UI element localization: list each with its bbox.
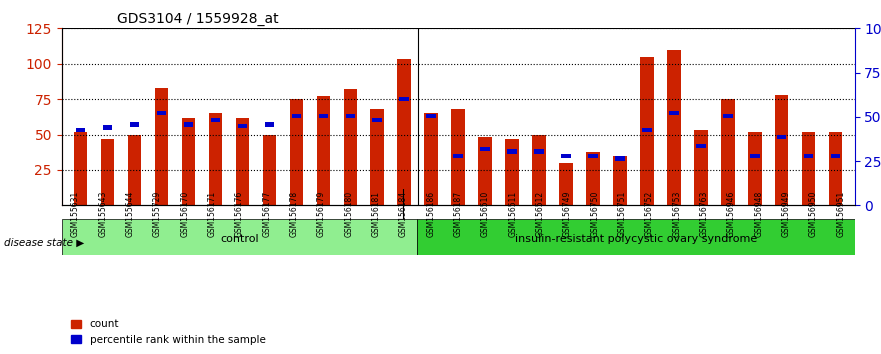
Bar (804, 154, 813, 158)
Text: GSM155644: GSM155644 (125, 191, 135, 237)
Text: GSM156948: GSM156948 (754, 191, 763, 237)
Text: GSM156170: GSM156170 (181, 191, 189, 237)
FancyBboxPatch shape (417, 219, 855, 255)
Bar (344, 89, 357, 205)
Bar (723, 114, 732, 118)
Bar (748, 132, 761, 205)
Bar (670, 111, 678, 115)
Bar (694, 130, 707, 205)
Bar (181, 118, 196, 205)
Bar (290, 99, 303, 205)
Bar (373, 118, 382, 122)
Bar (478, 137, 492, 205)
Bar (507, 149, 517, 154)
Text: GDS3104 / 1559928_at: GDS3104 / 1559928_at (117, 12, 278, 26)
Text: GSM156181: GSM156181 (372, 191, 381, 237)
Bar (263, 135, 276, 205)
Text: GSM156179: GSM156179 (317, 191, 326, 237)
Text: GSM156951: GSM156951 (836, 191, 846, 237)
Bar (371, 109, 384, 205)
Bar (642, 128, 652, 132)
Bar (589, 154, 597, 158)
Bar (235, 118, 249, 205)
Bar (775, 95, 788, 205)
Bar (345, 114, 355, 118)
Bar (586, 152, 600, 205)
Bar (74, 132, 87, 205)
Bar (103, 125, 112, 130)
Text: control: control (220, 234, 259, 244)
Text: GSM156752: GSM156752 (645, 191, 654, 237)
Bar (831, 154, 840, 158)
Bar (640, 57, 654, 205)
Text: GSM156763: GSM156763 (700, 191, 708, 237)
Bar (209, 113, 222, 205)
Bar (613, 156, 626, 205)
Bar (128, 135, 141, 205)
Legend: count, percentile rank within the sample: count, percentile rank within the sample (67, 315, 270, 349)
Bar (211, 118, 220, 122)
Bar (157, 111, 167, 115)
Text: GSM156511: GSM156511 (508, 191, 517, 237)
Bar (534, 149, 544, 154)
Bar (100, 139, 115, 205)
Bar (454, 154, 463, 158)
Text: GSM156186: GSM156186 (426, 191, 435, 237)
Bar (802, 132, 816, 205)
Bar (480, 147, 490, 151)
Text: GSM156184: GSM156184 (399, 191, 408, 237)
Text: GSM155643: GSM155643 (98, 191, 107, 237)
Bar (399, 97, 409, 101)
Bar (238, 124, 247, 128)
Bar (667, 50, 681, 205)
Text: disease state ▶: disease state ▶ (4, 238, 85, 247)
Text: GSM156180: GSM156180 (344, 191, 353, 237)
Text: GSM156178: GSM156178 (290, 191, 299, 237)
Bar (559, 163, 573, 205)
Bar (426, 114, 436, 118)
Bar (829, 132, 842, 205)
Bar (76, 128, 85, 132)
Text: GSM156177: GSM156177 (263, 191, 271, 237)
Text: GSM156751: GSM156751 (618, 191, 626, 237)
FancyBboxPatch shape (62, 219, 417, 255)
Text: GSM156950: GSM156950 (809, 191, 818, 237)
Bar (506, 139, 519, 205)
Text: GSM156187: GSM156187 (454, 191, 463, 237)
Bar (777, 135, 787, 139)
Bar (451, 109, 465, 205)
Text: GSM155729: GSM155729 (153, 191, 162, 237)
Bar (292, 114, 301, 118)
Bar (184, 122, 193, 127)
Bar (532, 135, 545, 205)
Text: insulin-resistant polycystic ovary syndrome: insulin-resistant polycystic ovary syndr… (515, 234, 757, 244)
Bar (721, 99, 735, 205)
Text: GSM156512: GSM156512 (536, 191, 544, 237)
Text: GSM156750: GSM156750 (590, 191, 599, 237)
Text: GSM156946: GSM156946 (727, 191, 736, 237)
Bar (561, 154, 571, 158)
Bar (750, 154, 759, 158)
Bar (264, 122, 274, 127)
Bar (425, 113, 438, 205)
Bar (155, 88, 168, 205)
Bar (319, 114, 328, 118)
Bar (130, 122, 139, 127)
Text: GSM156510: GSM156510 (481, 191, 490, 237)
Text: GSM156749: GSM156749 (563, 191, 572, 237)
Text: GSM156176: GSM156176 (235, 191, 244, 237)
Bar (316, 96, 330, 205)
Text: GSM156949: GSM156949 (781, 191, 791, 237)
Text: GSM155631: GSM155631 (70, 191, 80, 237)
Bar (397, 59, 411, 205)
Bar (696, 144, 706, 148)
Bar (615, 156, 625, 161)
Text: GSM156753: GSM156753 (672, 191, 681, 237)
Text: GSM156171: GSM156171 (208, 191, 217, 237)
